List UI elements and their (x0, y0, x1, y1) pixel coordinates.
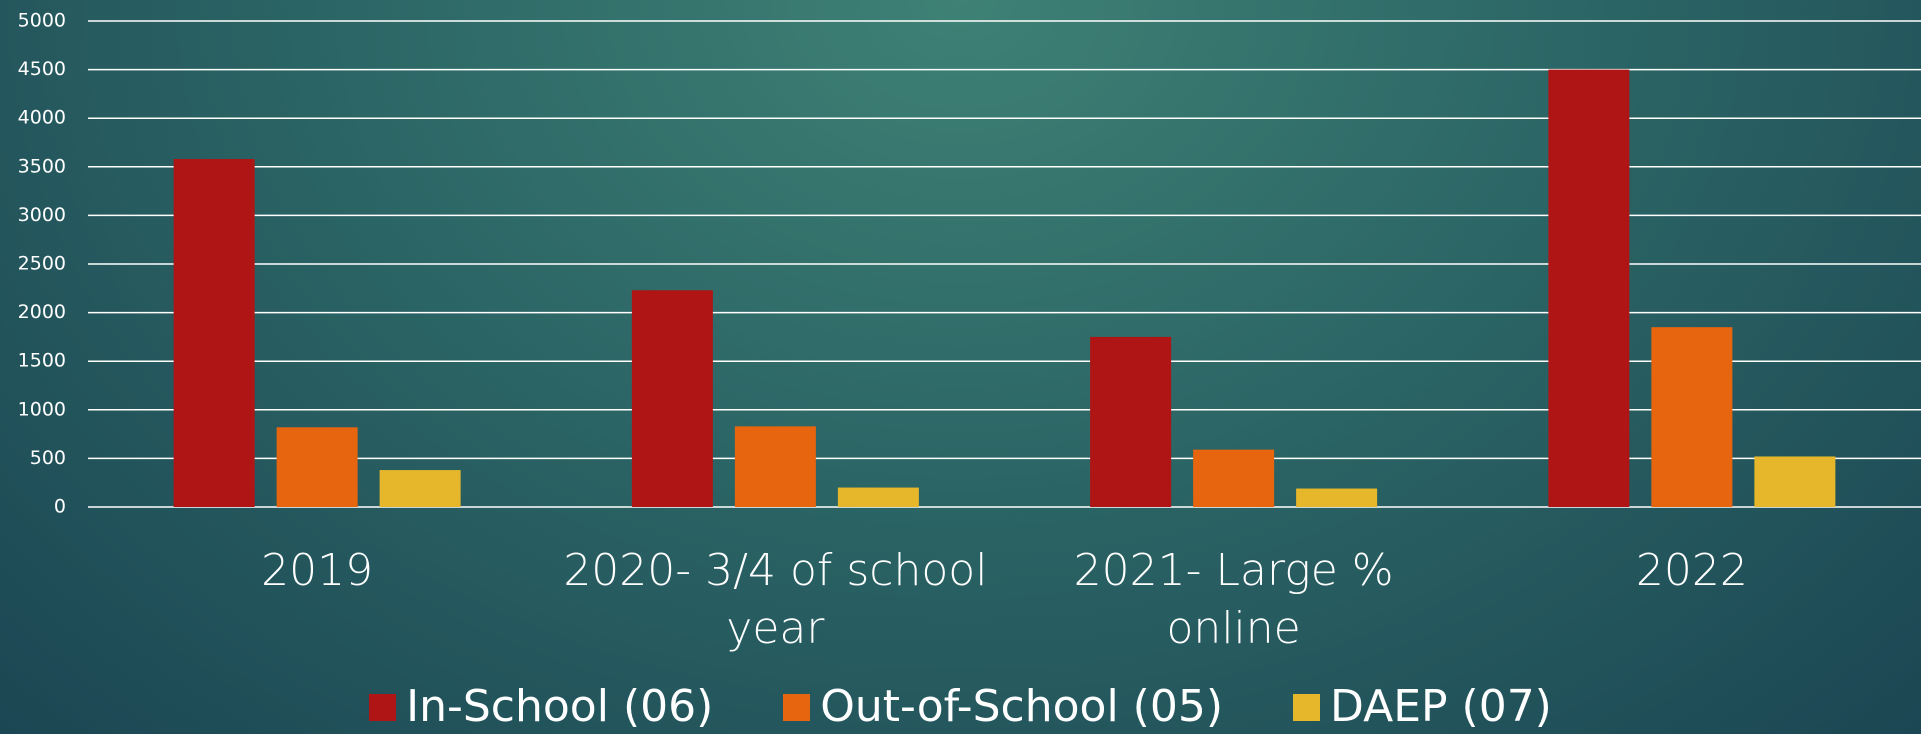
legend-swatch (369, 693, 397, 721)
bar (837, 487, 919, 507)
x-tick-label: 2021- Large % online (1073, 545, 1394, 654)
bar (1548, 69, 1630, 507)
y-tick-label: 3000 (18, 204, 66, 226)
y-tick-label: 2000 (18, 301, 66, 323)
legend-item: Out-of-School (05) (783, 680, 1223, 734)
x-tick-label: 2019 (261, 545, 374, 596)
bar (1090, 336, 1172, 507)
y-tick-label: 4000 (18, 107, 66, 129)
legend-swatch (783, 693, 811, 721)
bar (734, 426, 816, 507)
y-tick-label: 5000 (18, 10, 66, 32)
bar (379, 470, 461, 507)
y-tick-label: 2500 (18, 253, 66, 275)
bar (1651, 327, 1733, 507)
legend-label: In-School (06) (406, 681, 714, 732)
bar (631, 290, 713, 507)
y-tick-label: 1000 (18, 398, 66, 420)
legend-label: DAEP (07) (1330, 681, 1552, 732)
y-tick-label: 1500 (18, 350, 66, 372)
legend-label: Out-of-School (05) (820, 681, 1223, 732)
bar (1754, 456, 1836, 507)
legend: In-School (06) Out-of-School (05) DAEP (07… (0, 680, 1921, 734)
bar (276, 427, 358, 507)
y-tick-label: 4500 (18, 58, 66, 80)
legend-item: DAEP (07) (1293, 680, 1552, 734)
x-tick-label: 2020- 3/4 of school year (563, 545, 988, 654)
bar (173, 159, 255, 508)
y-tick-label: 500 (30, 447, 66, 469)
y-tick-label: 3500 (18, 155, 66, 177)
x-tick-label: 2022 (1635, 545, 1748, 596)
bar (1296, 488, 1378, 507)
legend-swatch (1293, 693, 1320, 721)
legend-item: In-School (06) (369, 680, 713, 734)
bar (1193, 449, 1275, 507)
y-tick-label: 0 (54, 496, 66, 518)
